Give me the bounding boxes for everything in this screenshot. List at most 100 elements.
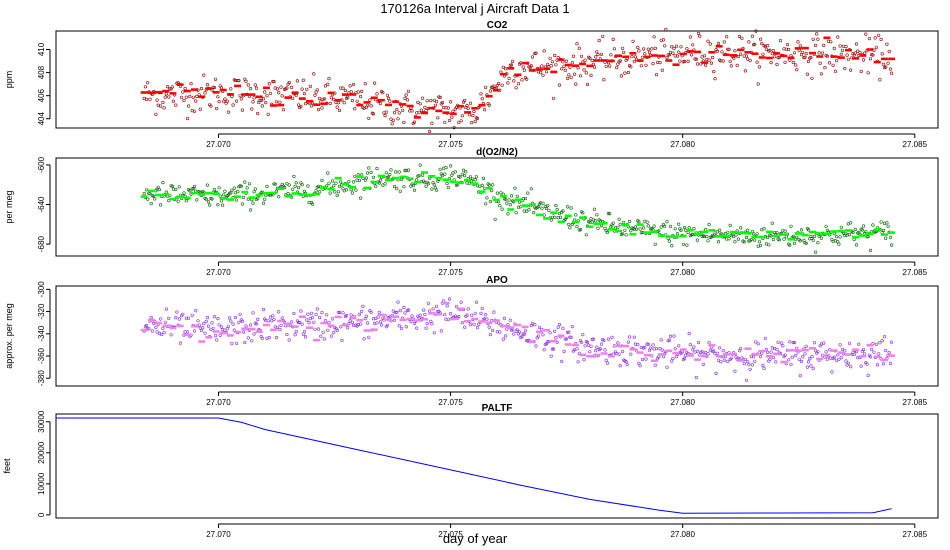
d-o2-n2-data-point [726, 230, 730, 234]
apo-data-point [553, 329, 557, 333]
apo-data-point [691, 348, 695, 352]
apo-data-point [473, 311, 477, 315]
co2-data-point [488, 89, 493, 93]
apo-data-point [312, 320, 316, 324]
apo-data-point [216, 317, 220, 321]
apo-data-point [562, 349, 566, 354]
co2-data-point [451, 109, 455, 113]
co2-data-point [820, 51, 825, 55]
d-o2-n2-data-point [732, 234, 736, 239]
apo-data-point [229, 319, 233, 323]
d-o2-n2-data-point [403, 168, 407, 172]
co2-data-point [590, 58, 594, 63]
d-o2-n2-data-point [629, 229, 633, 233]
d-o2-n2-data-point [506, 212, 510, 216]
d-o2-n2-data-point [847, 233, 852, 237]
co2-data-point [663, 44, 667, 48]
co2-data-point [839, 52, 843, 56]
co2-data-point [256, 111, 260, 116]
apo-data-point [606, 337, 611, 341]
apo-data-point [218, 333, 222, 338]
d-o2-n2-data-point [581, 211, 585, 215]
apo-data-point [439, 329, 443, 333]
co2-data-point [664, 27, 668, 32]
co2-data-point [644, 63, 648, 67]
co2-data-point [433, 103, 438, 107]
apo-data-point [618, 364, 622, 368]
d-o2-n2-data-point [421, 173, 425, 177]
co2-data-point [302, 91, 307, 96]
apo-data-point [380, 323, 384, 327]
apo-data-point [398, 309, 402, 313]
apo-data-point [326, 328, 330, 332]
apo-data-point [178, 341, 183, 345]
apo-data-point [292, 311, 296, 316]
apo-data-point [795, 346, 799, 350]
co2-data-point [265, 94, 269, 98]
co2-data-point [761, 52, 765, 56]
d-o2-n2-data-point [415, 178, 419, 182]
apo-data-point [610, 335, 614, 340]
co2-data-point [363, 82, 367, 86]
apo-data-point [875, 363, 880, 367]
apo-data-point [159, 317, 163, 321]
co2-data-point [612, 47, 617, 51]
d-o2-n2-data-point [529, 187, 533, 191]
d-o2-n2-data-point [695, 238, 700, 242]
apo-data-point [213, 334, 218, 338]
apo-data-point [463, 325, 467, 329]
apo-data-point [670, 359, 674, 363]
co2-data-point [709, 61, 714, 65]
co2-data-point [726, 47, 730, 51]
paltf-x-tick-label: 27.080 [670, 530, 695, 539]
apo-data-point [243, 340, 247, 345]
co2-data-point [715, 49, 719, 53]
d-o2-n2-data-point [806, 228, 811, 232]
co2-data-point [497, 81, 501, 86]
apo-data-point [837, 357, 841, 361]
co2-data-point [167, 95, 171, 99]
co2-data-point [371, 112, 376, 116]
d-o2-n2-data-point [706, 239, 710, 243]
apo-data-point [460, 321, 464, 325]
co2-data-point [378, 101, 383, 106]
d-o2-n2-data-point [430, 187, 434, 191]
co2-data-point [548, 56, 552, 60]
apo-data-point [361, 304, 365, 309]
apo-data-point [733, 369, 737, 373]
d-o2-n2-data-point [673, 227, 677, 231]
apo-data-point [872, 350, 876, 354]
apo-data-point [215, 338, 219, 342]
co2-data-point [435, 99, 439, 104]
co2-data-point [693, 57, 697, 61]
co2-data-point [198, 107, 202, 111]
d-o2-n2-data-point [212, 188, 216, 192]
co2-data-point [366, 103, 370, 107]
apo-data-point [298, 321, 302, 325]
d-o2-n2-data-point [515, 194, 519, 198]
apo-data-point [468, 323, 473, 327]
d-o2-n2-data-point [684, 228, 688, 232]
co2-data-point [713, 77, 717, 81]
d-o2-n2-data-point [733, 240, 737, 244]
apo-data-point [300, 322, 304, 326]
d-o2-n2-data-point [287, 183, 291, 187]
co2-data-point [541, 73, 545, 77]
co2-data-point [471, 113, 475, 118]
co2-data-point [720, 50, 724, 54]
co2-data-point [615, 65, 619, 70]
co2-data-point [467, 113, 472, 117]
apo-data-point [804, 344, 808, 348]
apo-data-point [185, 330, 190, 334]
apo-data-point [830, 370, 834, 374]
co2-data-point [187, 104, 191, 108]
apo-data-point [712, 349, 716, 353]
d-o2-n2-data-point [879, 220, 883, 224]
co2-data-point [375, 92, 379, 96]
apo-data-point [776, 340, 780, 344]
apo-data-point [230, 342, 234, 346]
apo-data-point [729, 356, 733, 360]
apo-data-point [246, 336, 250, 340]
co2-data-point [695, 62, 700, 66]
